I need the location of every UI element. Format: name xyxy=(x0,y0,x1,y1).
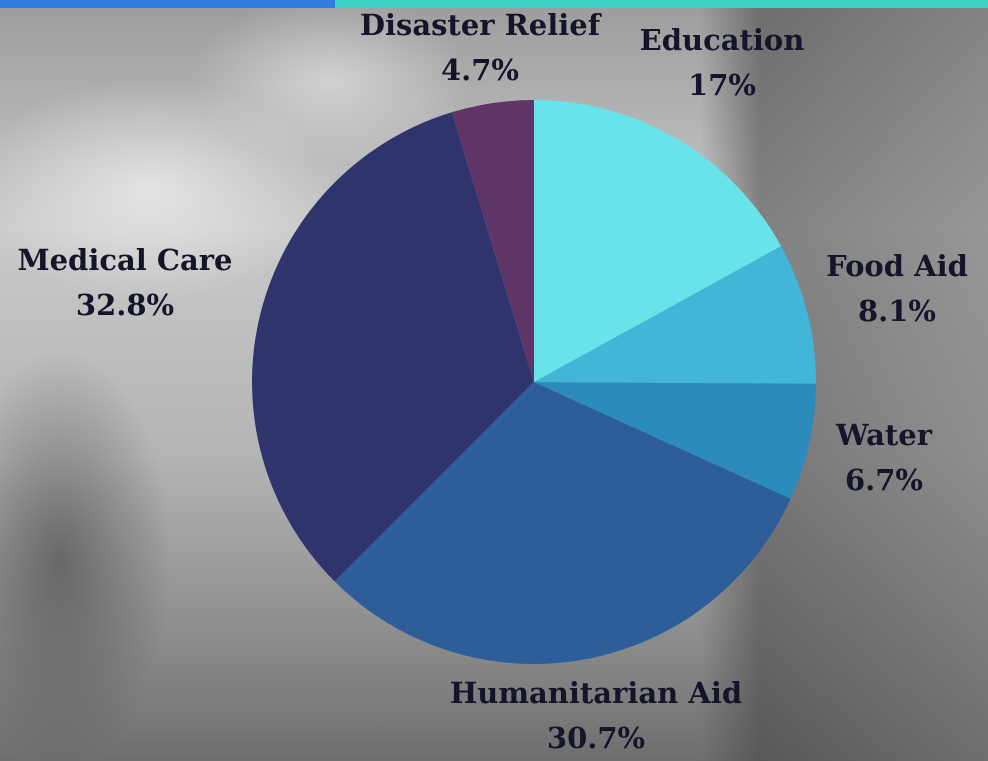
slice-label: Education xyxy=(640,23,805,57)
slice-value-label: 4.7% xyxy=(441,53,519,87)
slice-value-label: 30.7% xyxy=(547,721,645,755)
slice-value-label: 6.7% xyxy=(845,463,923,497)
slice-label: Medical Care xyxy=(17,243,232,277)
slice-label: Water xyxy=(835,418,933,452)
slice-value-label: 32.8% xyxy=(76,288,174,322)
slice-label: Disaster Relief xyxy=(360,8,603,42)
pie-slice xyxy=(451,100,534,382)
pie-slice xyxy=(334,382,791,664)
pie-slice xyxy=(534,246,816,384)
slice-label: Food Aid xyxy=(826,249,968,283)
top-bar-right xyxy=(335,0,988,8)
pie-slice xyxy=(534,100,782,382)
top-bar-left xyxy=(0,0,335,8)
slice-value-label: 17% xyxy=(688,68,756,102)
slice-value-label: 8.1% xyxy=(858,294,936,328)
slice-label: Humanitarian Aid xyxy=(450,676,742,710)
pie-slice xyxy=(252,112,534,582)
pie-slice xyxy=(534,382,816,499)
